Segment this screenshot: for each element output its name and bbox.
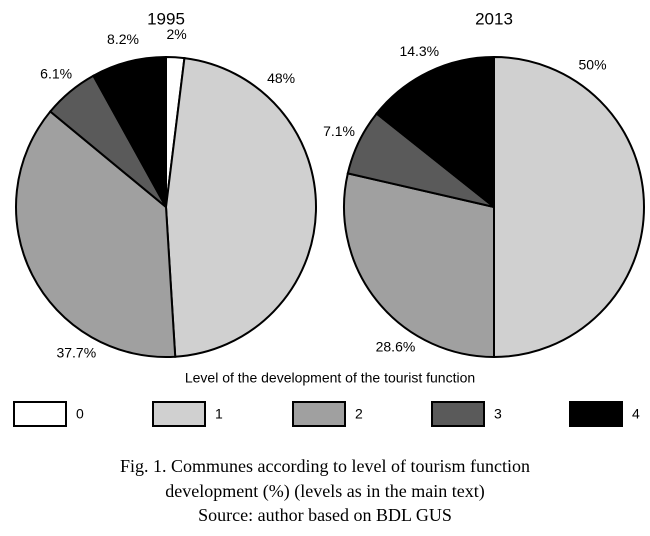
- pie-slice: [375, 55, 495, 210]
- legend-label: 0: [76, 406, 84, 422]
- data-label: 50%: [579, 57, 607, 73]
- legend-swatch: [13, 401, 67, 427]
- pie-slice: [343, 172, 495, 359]
- legend-swatch: [431, 401, 485, 427]
- data-label: 2%: [166, 26, 186, 42]
- pie-slice: [15, 110, 177, 358]
- data-label: 48%: [267, 70, 295, 86]
- data-label: 7.1%: [323, 123, 355, 139]
- legend-swatch: [292, 401, 346, 427]
- legend-swatch: [569, 401, 623, 427]
- legend-label: 4: [632, 406, 640, 422]
- pie-slice: [164, 57, 317, 358]
- legend-title: Level of the development of the tourist …: [185, 370, 475, 386]
- data-label: 37.7%: [56, 344, 96, 360]
- caption: Source: author based on BDL GUS: [198, 505, 452, 525]
- pie-title: 1995: [147, 9, 185, 28]
- data-label: 28.6%: [376, 339, 416, 355]
- caption: Fig. 1. Communes according to level of t…: [120, 456, 530, 476]
- pie-slice: [493, 55, 645, 359]
- legend-label: 2: [355, 406, 363, 422]
- data-label: 6.1%: [40, 65, 72, 81]
- pie-slice: [92, 55, 167, 208]
- pie-title: 2013: [475, 9, 513, 28]
- legend-label: 3: [494, 406, 502, 422]
- caption: development (%) (levels as in the main t…: [165, 481, 484, 502]
- data-label: 8.2%: [107, 31, 139, 47]
- legend-label: 1: [215, 406, 223, 422]
- legend-swatch: [152, 401, 206, 427]
- data-label: 14.3%: [399, 43, 439, 59]
